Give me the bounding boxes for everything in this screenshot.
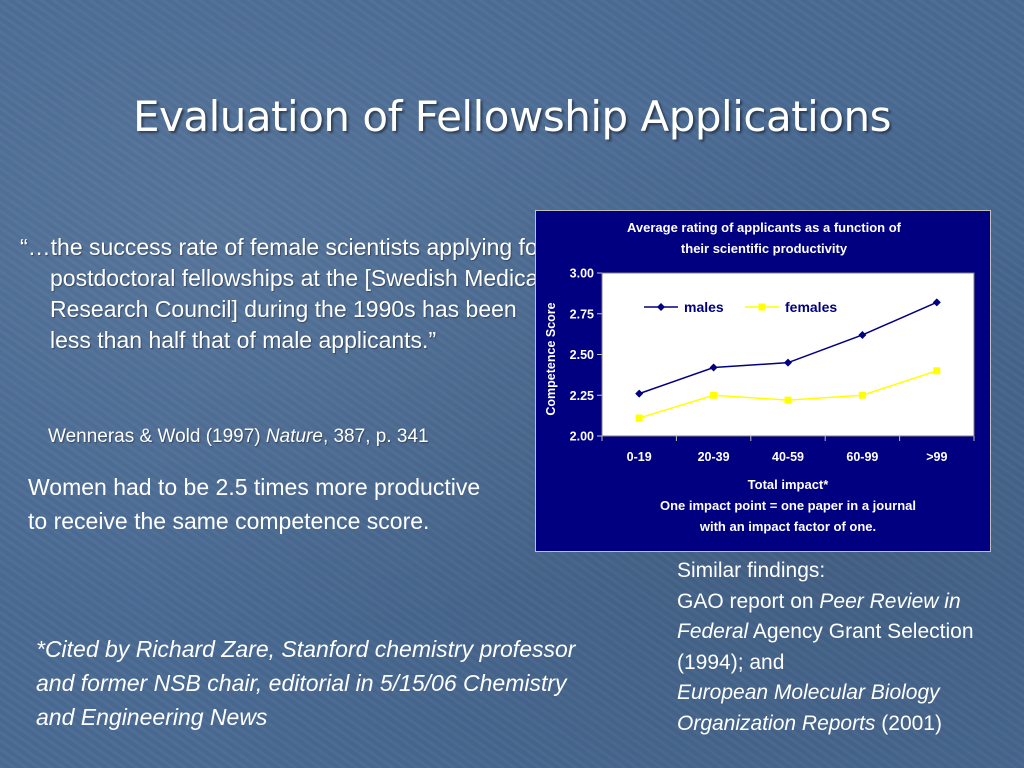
y-tick-label: 3.00 — [570, 267, 594, 281]
data-point-males — [635, 389, 644, 398]
legend-label-males: males — [684, 299, 724, 315]
legend-marker-females — [758, 303, 766, 311]
x-axis-label: Total impact* — [747, 477, 829, 492]
chart-panel: 2.00 2.25 2.50 2.75 3.00 0-19 20-39 40-59 60-99 >… — [535, 210, 991, 552]
embo-year: (2001) — [875, 711, 942, 735]
y-tick-label: 2.00 — [570, 430, 594, 444]
quote-text: “…the success rate of female scientists … — [20, 234, 546, 353]
gao-title: Peer Review in Federal — [677, 589, 961, 644]
x-tick-label: >99 — [926, 450, 947, 464]
slide-title: Evaluation of Fellowship Applications — [132, 92, 892, 141]
data-point-females — [784, 396, 792, 404]
x-axis-note-line-2: with an impact factor of one. — [699, 519, 877, 534]
similar-heading: Similar findings: — [677, 559, 826, 582]
data-point-males — [858, 330, 867, 339]
citation-rest: , 387, p. 341 — [322, 426, 429, 447]
y-tick-label: 2.25 — [570, 389, 594, 403]
x-tick-label: 0-19 — [627, 450, 652, 464]
y-tick-label: 2.75 — [570, 307, 594, 321]
x-tick-label: 40-59 — [772, 450, 804, 464]
citation: Wenneras & Wold (1997) Nature, 387, p. 3… — [48, 426, 518, 448]
data-point-males — [709, 363, 718, 372]
x-tick-label: 20-39 — [698, 450, 730, 464]
plot-area — [601, 272, 975, 437]
x-tick-label: 60-99 — [846, 450, 878, 464]
y-tick-label: 2.50 — [570, 348, 594, 362]
finding-text: Women had to be 2.5 times more productiv… — [28, 474, 481, 534]
data-point-males — [784, 358, 792, 367]
data-point-females — [635, 414, 643, 422]
data-point-females — [933, 367, 941, 375]
gao-suffix: Agency Grant Selection (1994); and — [677, 620, 974, 674]
citation-journal: Nature — [265, 426, 323, 447]
line-chart: 2.00 2.25 2.50 2.75 3.00 0-19 20-39 40-59 60-99 >… — [570, 267, 975, 464]
footnote-text: *Cited by Richard Zare, Stanford chemist… — [36, 636, 576, 730]
x-axis-note-line-1: One impact point = one paper in a journa… — [659, 498, 917, 513]
data-point-females — [710, 391, 718, 399]
y-axis-label: Competence Score — [544, 302, 558, 416]
embo-title: European Molecular Biology Organization … — [677, 681, 940, 735]
gao-prefix: GAO report on — [677, 589, 820, 613]
x-axis-label-block: Total impact* One impact point = one pap… — [576, 474, 1000, 537]
chart-title: Average rating of applicants as a functi… — [536, 217, 992, 259]
legend-label-females: females — [785, 299, 837, 315]
chart-title-line-2: their scientific productivity — [680, 241, 848, 256]
similar-findings: Similar findings: GAO report on Peer Revi… — [677, 556, 1017, 739]
legend-marker-males — [657, 303, 665, 311]
citation-authors: Wenneras & Wold (1997) — [48, 426, 266, 447]
data-point-males — [932, 298, 941, 307]
chart-title-line-1: Average rating of applicants as a functi… — [626, 220, 901, 235]
data-point-females — [858, 391, 866, 399]
